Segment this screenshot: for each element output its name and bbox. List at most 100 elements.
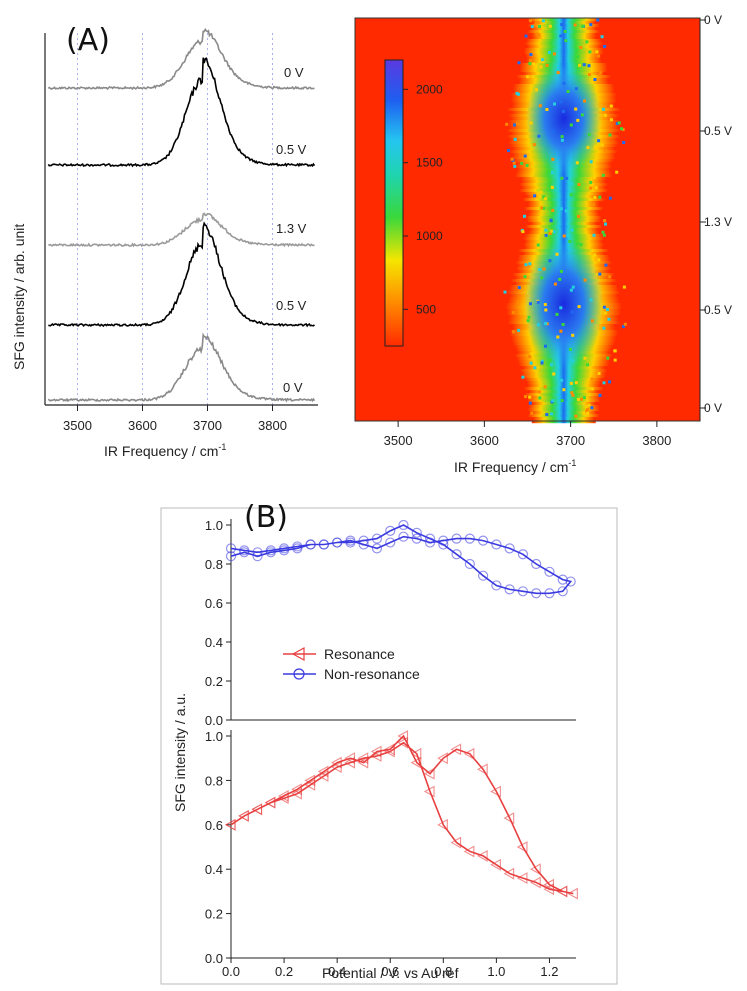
panel-b-marker-triangle [490,785,501,798]
panel-b-y-tick-label: 0.0 [205,713,223,728]
heatmap-speckle [615,122,619,126]
heatmap-speckle [589,180,593,184]
heatmap-speckle [590,377,594,381]
heatmap-speckle [583,356,587,360]
potential-labels: 0 V 0.5 V 1.3 V 0.5 V 0 V [700,13,732,415]
heatmap-speckle [570,228,574,232]
heatmap-speckle [550,185,554,189]
heatmap-speckle [590,387,594,391]
heatmap-speckle [552,129,556,133]
colorbar-ticks: 2000 1500 1000 500 [403,82,443,316]
heatmap-speckle [606,308,609,312]
panel-b-marker-circle [464,558,475,570]
heatmap-speckle [604,222,607,226]
panel-b-marker-circle [252,547,263,558]
heatmap-speckle [622,285,626,289]
heatmap-speckle [533,366,537,370]
panel-b-marker-triangle [567,887,578,900]
panel-b-marker-circle [504,543,515,554]
heatmap-band-row [529,228,599,232]
heatmap-speckle [524,395,528,399]
heatmap-speckle [564,209,568,213]
heatmap-speckle [523,275,527,279]
heatmap-speckle [582,396,586,400]
panel-b-y-tick-label: 0.2 [205,674,223,689]
spectrum-potential-label: 0 V [284,65,304,80]
heatmap-band-row [527,396,600,400]
heatmap-speckle [545,108,549,111]
heatmap-speckle [560,399,564,403]
heatmap-speckle [559,100,563,104]
panel-b-marker-circle [478,570,489,581]
heatmap-speckle [541,19,545,23]
panel-b-marker-triangle [357,756,369,769]
heatmap-speckle [526,264,530,268]
heatmap-speckle [523,154,527,158]
heatmap-speckle [524,263,528,267]
heatmap-band-row [527,204,600,208]
heatmap-speckle [603,149,607,153]
heatmap-speckle [617,121,621,125]
heatmap-band-row [524,393,603,397]
heatmap-speckle [582,63,586,67]
spectrum-trace [47,27,315,91]
heatmap-speckle [540,359,544,363]
panel-a-heatmap: 2000 1500 1000 500 3500 3600 3700 3800 IR Freq… [354,13,732,475]
panel-b-marker-triangle [277,790,289,802]
heatmap-band-row [530,222,598,226]
panel-b-marker-triangle [437,752,448,765]
heatmap-speckle [551,208,555,212]
panel-b-y-tick-label: 1.0 [205,729,223,744]
spectra-x-axis-title: IR Frequency / cm-1 [104,442,226,459]
heatmap-speckle [510,157,514,161]
heatmap-speckle [571,359,575,363]
heatmap-speckle [578,63,582,67]
heatmap-speckle [548,232,552,235]
heatmap-speckle [523,214,526,218]
panel-b-marker-triangle [264,796,276,809]
heatmap-speckle [597,258,601,262]
potential-label: 0 V [704,13,722,27]
heatmap-speckle [609,104,613,108]
heatmap-speckle [569,288,573,292]
heatmap-band-row [526,45,601,49]
heatmap-speckle [539,190,543,194]
panel-b-marker-triangle [344,752,355,765]
heatmap-speckle [604,311,608,315]
heatmap-band-row [524,378,603,382]
heatmap-band-row [527,414,600,418]
heatmap-band-row [522,198,605,202]
heatmap-speckle [517,286,521,290]
heatmap-speckle [553,102,556,106]
heatmap-speckle [579,46,583,49]
heatmap-band-row [526,39,602,43]
heatmap-speckle [528,62,532,66]
heatmap-speckle [549,218,553,222]
heatmap-speckle [573,23,577,27]
heatmap-speckle [590,319,594,323]
heatmap-speckle [528,395,532,399]
heatmap-speckle [528,262,532,266]
heatmap-band-row [529,210,599,214]
heatmap-speckle [545,63,549,67]
heatmap-speckle [608,275,612,279]
heatmap-speckle [598,195,602,199]
panel-b-marker-circle [225,543,237,554]
panel-b-marker-triangle [304,774,316,787]
heatmap-speckle [585,40,589,44]
heatmap-speckle [534,21,538,25]
heatmap-speckle [538,24,541,28]
heatmap-speckle [552,372,556,376]
heatmap-band-row [530,411,597,415]
panel-b-axes: 0.00.20.40.60.81.00.00.20.40.60.81.00.0 0… [205,518,576,979]
heatmap-speckle [550,412,554,416]
spectrum-potential-label: 0 V [283,380,303,395]
heatmap-core [525,63,602,174]
heatmap-speckle [588,50,592,54]
heatmap-speckle [571,393,575,397]
heatmap-speckle [559,207,563,211]
heatmap-band-row [514,174,613,178]
panel-b-marker-triangle [476,763,488,776]
panel-b-marker-circle [424,537,436,548]
